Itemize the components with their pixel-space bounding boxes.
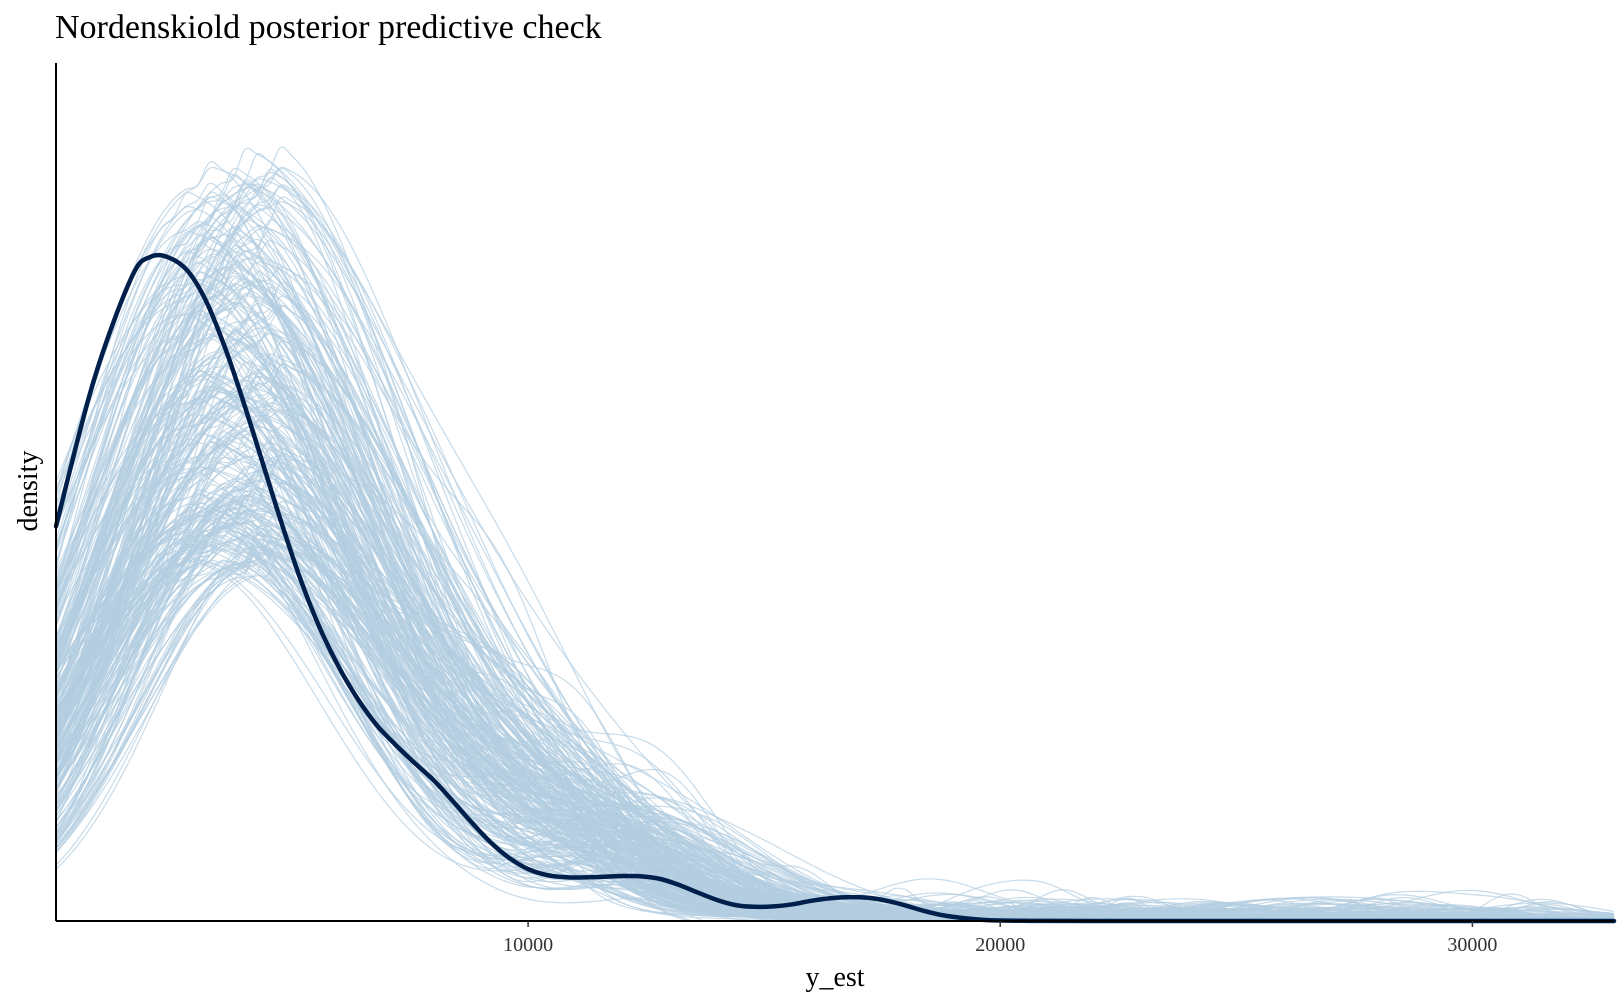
yrep-density-line <box>55 372 1614 922</box>
yrep-density-line <box>55 356 1614 922</box>
yrep-density-line <box>55 500 1614 922</box>
yrep-density-line <box>55 526 1614 922</box>
yrep-density-line <box>55 431 1614 922</box>
yrep-density-line <box>55 533 1614 921</box>
yrep-density-line <box>55 204 1614 922</box>
yrep-density-line <box>55 352 1614 922</box>
yrep-density-line <box>55 559 1615 922</box>
yrep-density-line <box>55 372 1614 921</box>
replicated-density-lines <box>55 146 1615 922</box>
yrep-density-line <box>55 524 1614 922</box>
x-tick-label: 10000 <box>503 934 553 956</box>
x-axis-title: y_est <box>805 962 864 993</box>
yrep-density-line <box>55 508 1614 922</box>
yrep-density-line <box>55 561 1614 921</box>
yrep-density-line <box>55 518 1614 922</box>
yrep-density-line <box>55 459 1614 922</box>
yrep-density-line <box>55 434 1614 922</box>
y-axis-title: density <box>13 451 44 532</box>
yrep-density-line <box>55 205 1614 922</box>
yrep-density-line <box>55 381 1615 922</box>
yrep-density-line <box>55 270 1614 922</box>
yrep-density-line <box>55 400 1614 922</box>
yrep-density-line <box>55 537 1614 921</box>
yrep-density-line <box>55 432 1615 922</box>
yrep-density-line <box>55 538 1615 922</box>
yrep-density-line <box>55 332 1614 921</box>
yrep-density-line <box>55 270 1615 920</box>
yrep-density-line <box>55 546 1614 922</box>
yrep-density-line <box>55 352 1615 921</box>
yrep-density-line <box>55 556 1614 922</box>
yrep-density-line <box>55 547 1615 922</box>
yrep-density-line <box>55 531 1614 922</box>
yrep-density-line <box>55 538 1615 922</box>
yrep-density-line <box>55 447 1614 922</box>
yrep-density-line <box>55 344 1614 922</box>
yrep-density-line <box>55 396 1614 922</box>
yrep-density-line <box>55 460 1614 922</box>
chart-title: Nordenskiold posterior predictive check <box>55 9 602 46</box>
yrep-density-line <box>55 310 1614 922</box>
yrep-density-line <box>55 432 1614 922</box>
yrep-density-line <box>55 500 1615 921</box>
x-tick-label: 30000 <box>1447 934 1497 956</box>
x-tick-label: 20000 <box>975 934 1025 956</box>
yrep-density-line <box>55 499 1614 922</box>
yrep-density-line <box>55 547 1614 921</box>
x-axis-ticks: 10000 20000 30000 <box>503 921 1497 956</box>
yrep-density-line <box>55 508 1614 922</box>
yrep-density-line <box>55 272 1614 922</box>
yrep-density-line <box>55 520 1615 922</box>
yrep-density-line <box>55 433 1615 922</box>
yrep-density-line <box>55 204 1614 922</box>
